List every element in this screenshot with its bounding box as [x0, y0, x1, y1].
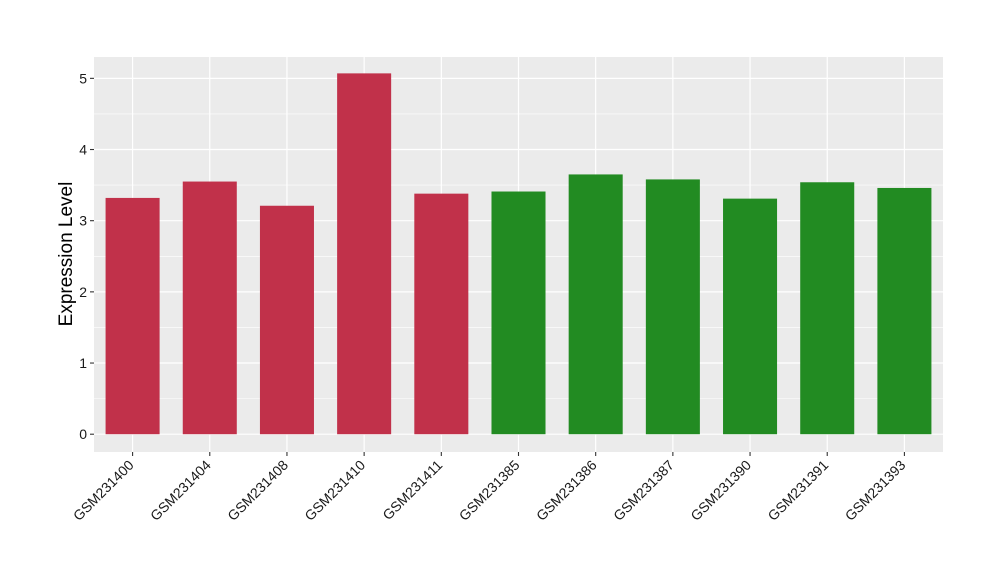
- x-tick-label: GSM231385: [456, 457, 523, 524]
- bars: [105, 73, 932, 435]
- x-tick-label: GSM231400: [70, 457, 137, 524]
- bar: [414, 193, 469, 435]
- y-tick-label: 0: [79, 426, 87, 442]
- x-tick-label: GSM231387: [610, 457, 677, 524]
- x-tick-label: GSM231404: [147, 457, 214, 524]
- y-tick-label: 1: [79, 355, 87, 371]
- bar: [568, 174, 623, 435]
- bar: [723, 198, 778, 435]
- bar: [800, 182, 855, 435]
- x-tick-label: GSM231411: [379, 457, 445, 523]
- y-tick-label: 4: [79, 142, 87, 158]
- x-tick-label: GSM231390: [687, 457, 754, 524]
- bar: [645, 179, 700, 435]
- bar: [491, 191, 546, 435]
- bar: [877, 187, 932, 435]
- y-axis-title: Expression Level: [56, 182, 77, 327]
- x-axis: GSM231400 GSM231404 GSM231408 GSM231410 GSM2…: [70, 452, 909, 524]
- y-tick-label: 5: [79, 70, 87, 86]
- bar: [259, 205, 314, 435]
- bar: [337, 73, 392, 435]
- x-tick-label: GSM231410: [301, 457, 368, 524]
- y-tick-label: 3: [79, 213, 87, 229]
- x-tick-label: GSM231393: [842, 457, 909, 524]
- y-axis: 0 1 2 3 4 5: [79, 70, 94, 442]
- y-tick-label: 2: [79, 284, 87, 300]
- x-tick-label: GSM231386: [533, 457, 600, 524]
- x-tick-label: GSM231391: [764, 457, 831, 524]
- bar: [105, 197, 160, 435]
- x-tick-label: GSM231408: [224, 457, 291, 524]
- bar: [182, 181, 237, 435]
